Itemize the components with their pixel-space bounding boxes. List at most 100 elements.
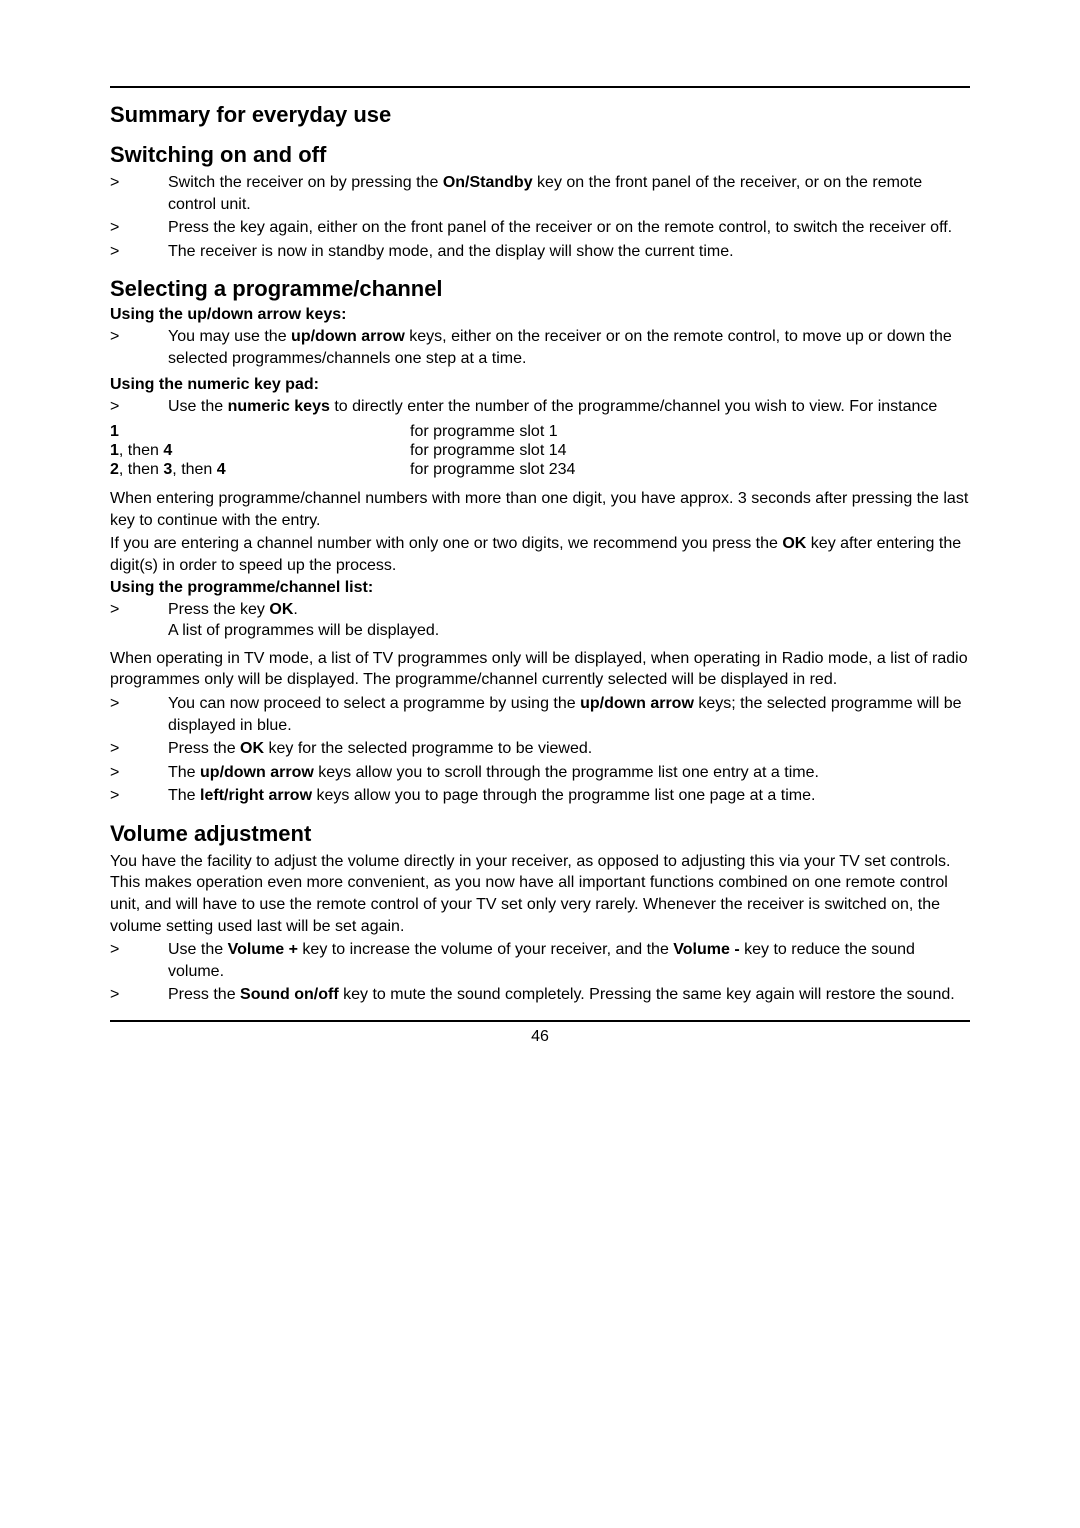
bullet-marker: > [110, 738, 168, 760]
list-item: > You can now proceed to select a progra… [110, 693, 970, 736]
key-label: 2 [110, 461, 119, 478]
text-run: , then [119, 442, 163, 459]
key-label: 4 [217, 461, 226, 478]
text-run: to directly enter the number of the prog… [330, 398, 937, 415]
channel-list-bullets: > Press the key OK. A list of programmes… [110, 599, 970, 642]
list-item-text: You may use the up/down arrow keys, eith… [168, 326, 970, 369]
text-run: key to mute the sound completely. Pressi… [339, 986, 955, 1003]
text-run: If you are entering a channel number wit… [110, 535, 782, 552]
body-text: If you are entering a channel number wit… [110, 533, 970, 576]
text-run: The [168, 764, 200, 781]
list-item: > Use the Volume + key to increase the v… [110, 939, 970, 982]
text-run: . [293, 601, 297, 618]
bullet-marker: > [110, 939, 168, 982]
body-text: When operating in TV mode, a list of TV … [110, 648, 970, 691]
key-sequence: 1, then 4 [110, 442, 410, 461]
list-item-text: The left/right arrow keys allow you to p… [168, 785, 970, 807]
key-label: 1 [110, 442, 119, 459]
subheading-updown: Using the up/down arrow keys: [110, 306, 970, 324]
key-label: Sound on/off [240, 986, 339, 1003]
key-label: OK [782, 535, 806, 552]
list-item-text: The receiver is now in standby mode, and… [168, 241, 970, 263]
subheading-numeric: Using the numeric key pad: [110, 376, 970, 394]
key-label: up/down arrow [200, 764, 314, 781]
section-heading-selecting: Selecting a programme/channel [110, 276, 970, 302]
list-item: > You may use the up/down arrow keys, ei… [110, 326, 970, 369]
list-item: > Press the key again, either on the fro… [110, 217, 970, 239]
key-label: left/right arrow [200, 787, 312, 804]
text-run: The [168, 787, 200, 804]
volume-list: > Use the Volume + key to increase the v… [110, 939, 970, 1006]
subheading-list: Using the programme/channel list: [110, 579, 970, 597]
numeric-list: > Use the numeric keys to directly enter… [110, 396, 970, 418]
text-run: Switch the receiver on by pressing the [168, 174, 443, 191]
bullet-marker: > [110, 984, 168, 1006]
bullet-marker: > [110, 326, 168, 369]
text-run: key for the selected programme to be vie… [264, 740, 592, 757]
key-sequence: 2, then 3, then 4 [110, 461, 410, 480]
bullet-marker: > [110, 599, 168, 642]
channel-list-bullets-2: > You can now proceed to select a progra… [110, 693, 970, 807]
page-number: 46 [110, 1028, 970, 1046]
slot-desc: for programme slot 1 [410, 423, 575, 442]
manual-page: Summary for everyday use Switching on an… [0, 0, 1080, 1528]
table-row: 1, then 4 for programme slot 14 [110, 442, 575, 461]
updown-list: > You may use the up/down arrow keys, ei… [110, 326, 970, 369]
body-text: When entering programme/channel numbers … [110, 488, 970, 531]
key-label: On/Standby [443, 174, 533, 191]
list-item-text: Switch the receiver on by pressing the O… [168, 172, 970, 215]
bullet-marker: > [110, 693, 168, 736]
list-item: > Press the Sound on/off key to mute the… [110, 984, 970, 1006]
list-item: > The receiver is now in standby mode, a… [110, 241, 970, 263]
list-item: > Use the numeric keys to directly enter… [110, 396, 970, 418]
bullet-marker: > [110, 396, 168, 418]
list-item-text: Use the Volume + key to increase the vol… [168, 939, 970, 982]
key-label: OK [269, 601, 293, 618]
section-heading-volume: Volume adjustment [110, 821, 970, 847]
list-item: > The left/right arrow keys allow you to… [110, 785, 970, 807]
slot-desc: for programme slot 14 [410, 442, 575, 461]
list-item-text: Use the numeric keys to directly enter t… [168, 396, 970, 418]
key-label: 3 [163, 461, 172, 478]
list-item-text: Press the key OK. A list of programmes w… [168, 599, 970, 642]
list-item-text: The up/down arrow keys allow you to scro… [168, 762, 970, 784]
list-item: > The up/down arrow keys allow you to sc… [110, 762, 970, 784]
bullet-marker: > [110, 762, 168, 784]
slot-desc: for programme slot 234 [410, 461, 575, 480]
section-heading-switching: Switching on and off [110, 142, 970, 168]
text-run: Press the key [168, 601, 269, 618]
list-item-text: Press the key again, either on the front… [168, 217, 970, 239]
bullet-marker: > [110, 785, 168, 807]
top-rule [110, 86, 970, 88]
text-run: keys allow you to scroll through the pro… [314, 764, 819, 781]
bottom-rule [110, 1020, 970, 1022]
page-title: Summary for everyday use [110, 102, 970, 128]
text-run: You may use the [168, 328, 291, 345]
key-label: numeric keys [228, 398, 330, 415]
text-run: A list of programmes will be displayed. [168, 622, 439, 639]
list-item: > Press the key OK. A list of programmes… [110, 599, 970, 642]
text-run: key to increase the volume of your recei… [298, 941, 673, 958]
key-label: Volume + [228, 941, 298, 958]
text-run: , then [119, 461, 163, 478]
text-run: , then [172, 461, 216, 478]
text-run: You can now proceed to select a programm… [168, 695, 580, 712]
text-run: Press the [168, 986, 240, 1003]
text-run: keys allow you to page through the progr… [312, 787, 815, 804]
bullet-marker: > [110, 172, 168, 215]
table-row: 1 for programme slot 1 [110, 423, 575, 442]
bullet-marker: > [110, 241, 168, 263]
programme-slot-table: 1 for programme slot 1 1, then 4 for pro… [110, 423, 575, 480]
table-row: 2, then 3, then 4 for programme slot 234 [110, 461, 575, 480]
body-text: You have the facility to adjust the volu… [110, 851, 970, 937]
key-label: up/down arrow [291, 328, 405, 345]
key-label: up/down arrow [580, 695, 694, 712]
text-run: Use the [168, 398, 228, 415]
list-item: > Switch the receiver on by pressing the… [110, 172, 970, 215]
switching-list: > Switch the receiver on by pressing the… [110, 172, 970, 262]
list-item: > Press the OK key for the selected prog… [110, 738, 970, 760]
text-run: Use the [168, 941, 228, 958]
list-item-text: You can now proceed to select a programm… [168, 693, 970, 736]
list-item-text: Press the Sound on/off key to mute the s… [168, 984, 970, 1006]
key-label: OK [240, 740, 264, 757]
